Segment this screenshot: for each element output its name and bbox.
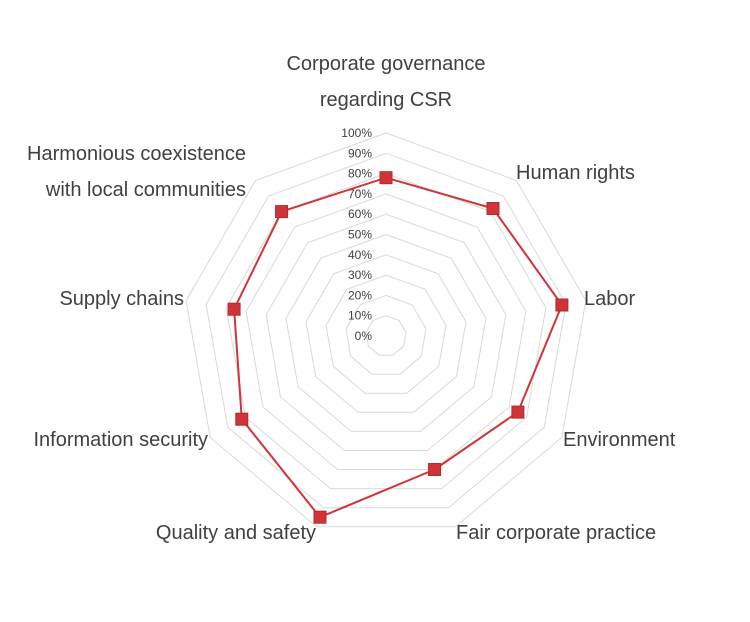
tick-label: 90% (348, 146, 372, 160)
category-label: Supply chains (59, 288, 184, 310)
grid-ring (265, 213, 507, 451)
category-label: Labor (584, 288, 635, 310)
tick-label: 100% (341, 126, 372, 140)
data-point (275, 205, 289, 219)
grid-ring (245, 193, 527, 470)
category-label: Information security (33, 429, 208, 451)
data-point (511, 405, 525, 419)
radar-grid (185, 132, 587, 528)
grid-ring (345, 294, 427, 375)
grid-ring (325, 274, 447, 394)
radial-tick-labels: 0% 10% 20% 30% 40% 50% 60% 70% 80% 90% 100% (341, 126, 372, 343)
data-point (555, 298, 569, 312)
grid-ring (285, 233, 487, 432)
tick-label: 10% (348, 309, 372, 323)
category-label: Harmonious coexistence with local communi… (27, 143, 246, 201)
tick-label: 40% (348, 248, 372, 262)
tick-label: 80% (348, 167, 372, 181)
category-label: Environment (563, 429, 676, 451)
tick-label: 70% (348, 187, 372, 201)
category-labels: Corporate governance regarding CSR Human r… (27, 53, 676, 544)
data-point (227, 302, 241, 316)
grid-ring (365, 315, 407, 356)
tick-label: 30% (348, 268, 372, 282)
series-line (233, 176, 564, 519)
category-label: Fair corporate practice (456, 522, 656, 544)
data-series (227, 171, 569, 524)
category-label: Corporate governance regarding CSR (286, 53, 485, 111)
grid-ring (225, 173, 547, 490)
grid-ring (185, 132, 587, 528)
tick-label: 0% (355, 329, 373, 343)
data-point (428, 463, 442, 476)
grid-ring (305, 254, 467, 413)
tick-label: 20% (348, 288, 372, 302)
category-label: Human rights (516, 162, 635, 184)
grid-ring (205, 152, 567, 509)
data-point (235, 412, 249, 426)
tick-label: 60% (348, 207, 372, 221)
data-point (486, 202, 500, 215)
category-label: Quality and safety (156, 522, 316, 544)
data-point (379, 171, 393, 185)
tick-label: 50% (348, 228, 372, 242)
data-point (313, 510, 327, 524)
